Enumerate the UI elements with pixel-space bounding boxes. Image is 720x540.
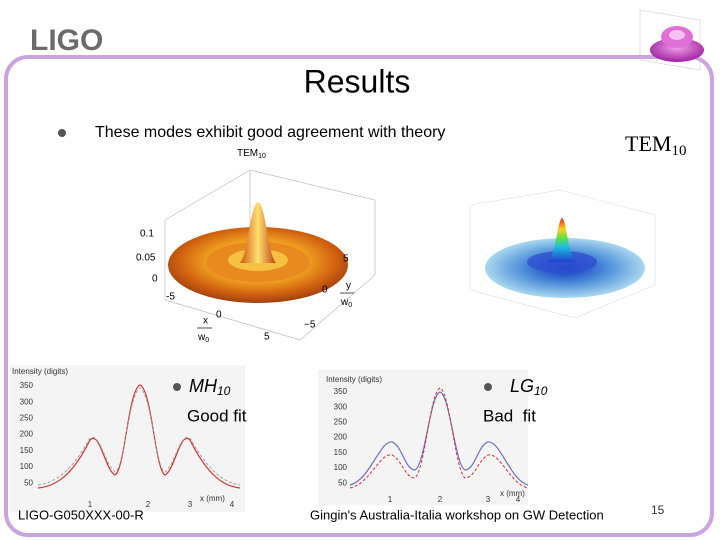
measured-surface [469, 189, 656, 319]
tick-label: 3 [486, 495, 491, 504]
axis-unit: w0 [340, 297, 352, 309]
tick-label: 200 [20, 430, 34, 439]
legend-name-text: LG [510, 376, 534, 396]
tick-label: 50 [338, 478, 347, 487]
tick-label: 50 [24, 478, 33, 487]
axis-unit: w0 [197, 332, 209, 344]
tick-label: 5 [343, 254, 349, 265]
tick-label: 1 [88, 500, 93, 509]
logo: LIGO [30, 24, 103, 57]
legend-name-text: MH [189, 376, 218, 396]
legend-index: 10 [217, 384, 231, 398]
bullet-text: These modes exhibit good agreement with … [95, 124, 445, 141]
footer-id: LIGO-G050XXX-00-R [18, 507, 144, 522]
profile-plot [10, 365, 245, 512]
tick-label: −5 [304, 320, 316, 331]
tick-label: -5 [166, 292, 175, 303]
mode-label: TEM10 [625, 131, 686, 159]
axis-label: Intensity (digits) [326, 375, 382, 384]
tick-label: 1 [388, 495, 393, 504]
tick-label: 300 [334, 402, 348, 411]
tick-label: 300 [20, 397, 34, 406]
legend-name: LG10 [510, 376, 548, 398]
tick-label: 350 [334, 387, 348, 396]
axis-label: x (mm) [200, 494, 225, 503]
axis-label: x (mm) [500, 489, 525, 498]
tick-label: 5 [264, 332, 270, 343]
footer-event: Gingin's Australia-Italia workshop on GW… [310, 507, 604, 522]
surface-title: TEM10 [237, 148, 266, 160]
tick-label: 150 [20, 446, 34, 455]
slide-border [4, 55, 714, 537]
bullet-dot [173, 383, 181, 391]
tick-label: 3 [188, 500, 193, 509]
legend-name: MH10 [189, 376, 231, 398]
tick-label: 2 [146, 500, 151, 509]
tick-label: 0 [152, 274, 158, 285]
legend-verdict: Bad fit [483, 406, 536, 425]
tick-label: 4 [230, 500, 235, 509]
tick-label: 0.1 [140, 229, 154, 240]
slide-title: Results [304, 63, 411, 99]
tick-label: 2 [438, 495, 443, 504]
tick-label: 350 [20, 381, 34, 390]
bullet-dot [58, 129, 66, 137]
tick-label: 4 [516, 495, 521, 504]
tick-label: 0 [216, 310, 222, 321]
tick-label: 150 [334, 448, 348, 457]
bullet-dot [484, 383, 492, 391]
profile-plot [318, 370, 529, 505]
axis-label: x [203, 316, 208, 327]
tick-label: 100 [20, 462, 34, 471]
thumbnail [639, 9, 704, 71]
axis-label: Intensity (digits) [12, 367, 68, 376]
tick-label: 0 [322, 285, 328, 296]
tick-label: 200 [334, 433, 348, 442]
axis-label: y [346, 281, 351, 292]
page-number: 15 [651, 503, 665, 517]
legend-index: 10 [534, 384, 548, 398]
legend-verdict: Good fit [187, 406, 247, 425]
tick-label: 250 [334, 418, 348, 427]
tick-label: 250 [20, 414, 34, 423]
tick-label: 100 [334, 463, 348, 472]
tick-label: 0.05 [136, 253, 156, 264]
surface-plot: TEM10 0.1 0.05 0 -5 0 5 5 0 −5 y w0 x w0 [136, 148, 376, 344]
